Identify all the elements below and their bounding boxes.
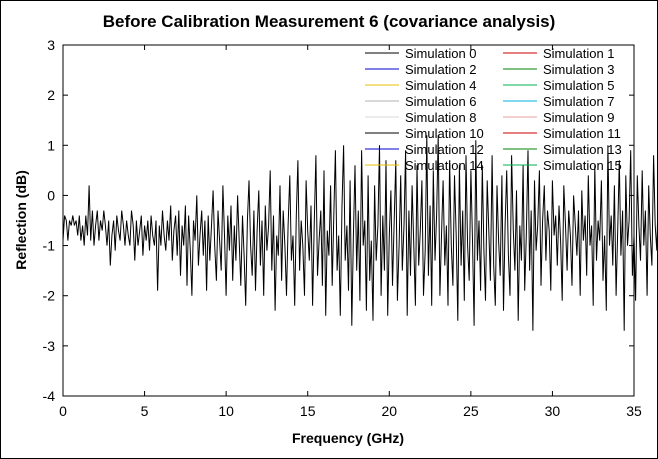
legend-label-12: Simulation 12	[405, 142, 484, 157]
x-tick-label: 10	[218, 403, 234, 419]
y-tick-label: -4	[43, 388, 56, 404]
x-tick-label: 0	[59, 403, 67, 419]
y-tick-label: -1	[43, 238, 56, 254]
legend-label-13: Simulation 13	[543, 142, 622, 157]
y-tick-label: 2	[47, 87, 55, 103]
y-axis-label: Reflection (dB)	[13, 170, 29, 270]
x-tick-label: 20	[381, 403, 397, 419]
legend-label-10: Simulation 10	[405, 126, 484, 141]
legend-label-6: Simulation 6	[405, 94, 477, 109]
legend-label-9: Simulation 9	[543, 110, 615, 125]
legend-label-1: Simulation 1	[543, 46, 615, 61]
legend-label-11: Simulation 11	[543, 126, 621, 141]
y-tick-label: 3	[47, 37, 55, 53]
x-tick-label: 25	[463, 403, 479, 419]
legend-label-4: Simulation 4	[405, 78, 477, 93]
y-tick-label: 1	[47, 137, 55, 153]
x-tick-label: 5	[141, 403, 149, 419]
y-tick-label: 0	[47, 187, 55, 203]
x-tick-label: 35	[626, 403, 642, 419]
y-tick-label: -2	[43, 288, 56, 304]
legend-label-5: Simulation 5	[543, 78, 615, 93]
legend-label-14: Simulation 14	[405, 158, 484, 173]
y-tick-label: -3	[43, 338, 56, 354]
legend-label-0: Simulation 0	[405, 46, 477, 61]
x-tick-label: 30	[545, 403, 561, 419]
series-layer	[62, 135, 658, 331]
plot-area	[62, 44, 635, 397]
legend-label-7: Simulation 7	[543, 94, 615, 109]
chart-title: Before Calibration Measurement 6 (covari…	[103, 12, 556, 31]
legend-label-3: Simulation 3	[543, 62, 615, 77]
series-line-0	[62, 135, 658, 331]
legend-label-2: Simulation 2	[405, 62, 477, 77]
legend-label-8: Simulation 8	[405, 110, 477, 125]
x-tick-label: 15	[300, 403, 316, 419]
x-axis-label: Frequency (GHz)	[292, 430, 404, 446]
legend-label-15: Simulation 15	[543, 158, 622, 173]
